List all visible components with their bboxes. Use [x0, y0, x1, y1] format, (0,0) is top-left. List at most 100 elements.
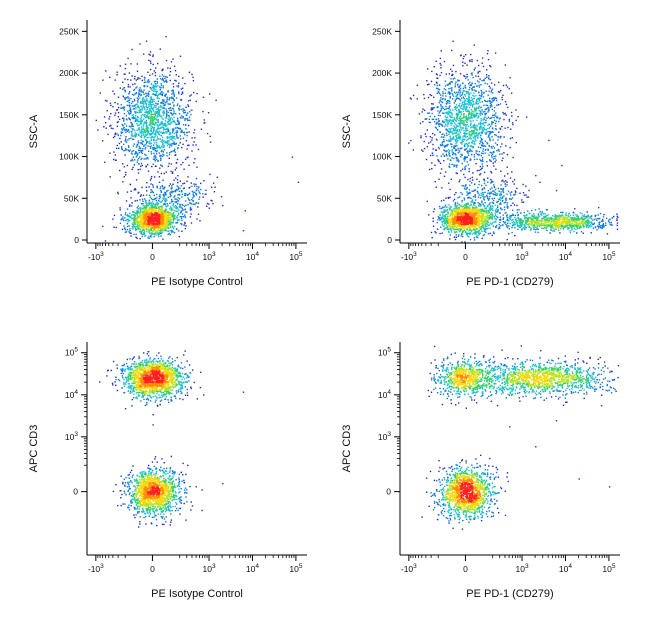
event-dot: [130, 111, 131, 112]
event-dot: [151, 108, 152, 109]
event-dot: [489, 193, 490, 194]
event-dot: [432, 119, 433, 120]
event-dot: [485, 141, 486, 142]
event-dot: [135, 118, 136, 119]
event-dot: [467, 150, 468, 151]
event-dot: [152, 218, 153, 219]
event-dot: [190, 100, 191, 101]
event-dot: [470, 127, 471, 128]
event-dot: [457, 107, 458, 108]
event-dot: [139, 89, 140, 90]
event-dot: [443, 200, 444, 201]
event-dot: [149, 75, 150, 76]
event-dot: [485, 149, 486, 150]
event-dot: [508, 220, 509, 221]
event-dot: [134, 78, 135, 79]
event-dot: [445, 108, 446, 109]
event-dot: [151, 151, 152, 152]
event-dot: [170, 171, 171, 172]
event-dot: [474, 69, 475, 70]
event-dot: [153, 210, 154, 211]
event-dot: [145, 96, 146, 97]
event-dot: [492, 139, 493, 140]
event-dot: [454, 78, 455, 79]
event-dot: [465, 189, 466, 190]
event-dot: [129, 100, 130, 101]
event-dot: [422, 111, 423, 112]
event-dot: [595, 218, 596, 219]
event-dot: [177, 179, 178, 180]
event-dot: [488, 131, 489, 132]
event-dot: [463, 174, 464, 175]
event-dot: [185, 208, 186, 209]
event-dot: [503, 214, 504, 215]
event-dot: [450, 234, 451, 235]
event-dot: [476, 233, 477, 234]
event-dot: [466, 64, 467, 65]
event-dot: [172, 184, 173, 185]
event-dot: [174, 133, 175, 134]
event-dot: [472, 233, 473, 234]
event-dot: [451, 87, 452, 88]
event-dot: [170, 133, 171, 134]
event-dot: [154, 198, 155, 199]
event-dot: [166, 218, 167, 219]
event-dot: [464, 139, 465, 140]
event-dot: [427, 129, 428, 130]
event-dot: [116, 74, 117, 75]
event-dot: [130, 217, 131, 218]
event-dot: [441, 200, 442, 201]
event-dot: [527, 210, 528, 211]
event-dot: [152, 104, 153, 105]
event-dot: [488, 150, 489, 151]
event-dot: [424, 98, 425, 99]
event-dot: [196, 178, 197, 179]
event-dot: [477, 235, 478, 236]
event-dot: [167, 131, 168, 132]
event-dot: [449, 163, 450, 164]
event-dot: [126, 129, 127, 130]
event-dot: [461, 95, 462, 96]
event-dot: [161, 201, 162, 202]
event-dot: [501, 143, 502, 144]
event-dot: [173, 99, 174, 100]
event-dot: [492, 205, 493, 206]
event-dot: [139, 93, 140, 94]
event-dot: [141, 221, 142, 222]
event-dot: [503, 219, 504, 220]
event-dot: [470, 160, 471, 161]
event-dot: [176, 162, 177, 163]
event-dot: [121, 141, 122, 142]
event-dot: [505, 212, 506, 213]
event-dot: [480, 147, 481, 148]
event-dot: [139, 148, 140, 149]
event-dot: [153, 87, 154, 88]
event-dot: [161, 150, 162, 151]
event-dot: [173, 128, 174, 129]
event-dot: [448, 111, 449, 112]
event-dot: [180, 212, 181, 213]
event-dot: [149, 146, 150, 147]
event-dot: [489, 124, 490, 125]
event-dot: [136, 130, 137, 131]
event-dot: [121, 214, 122, 215]
event-dot: [130, 235, 131, 236]
event-dot: [440, 97, 441, 98]
event-dot: [475, 197, 476, 198]
event-dot: [465, 78, 466, 79]
event-dot: [142, 203, 143, 204]
event-dot: [470, 198, 471, 199]
event-dot: [529, 213, 530, 214]
event-dot: [184, 216, 185, 217]
event-dot: [458, 98, 459, 99]
event-dot: [502, 200, 503, 201]
event-dot: [127, 96, 128, 97]
event-dot: [425, 118, 426, 119]
event-dot: [427, 84, 428, 85]
event-dot: [142, 103, 143, 104]
event-dot: [450, 117, 451, 118]
event-dot: [191, 222, 192, 223]
event-dot: [466, 127, 467, 128]
event-dot: [124, 113, 125, 114]
event-dot: [477, 80, 478, 81]
